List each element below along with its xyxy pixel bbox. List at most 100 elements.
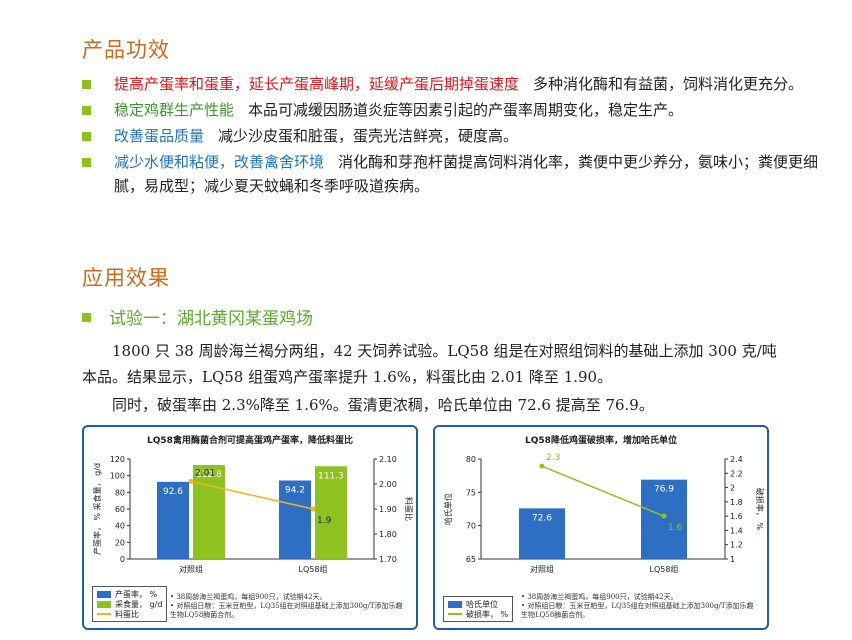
- chart-legend: 哈氏单位 破损率， %: [443, 596, 514, 622]
- trial-paragraph-1: 1800 只 38 周龄海兰褐分两组，42 天饲养试验。LQ58 组是在对照组饲…: [82, 342, 777, 386]
- legend-label: 产蛋率， %: [115, 589, 158, 599]
- legend-line: [448, 613, 462, 615]
- legend-label: 采食量， g/d: [115, 599, 163, 609]
- list-item: 稳定鸡群生产性能 本品可减缓因肠道炎症等因素引起的产蛋率周期变化，稳定生产。: [82, 98, 842, 122]
- chart-breakage-rate-plot: 65 70 75 80 1 1.2 1.4 1.6 1.8 2 2.2 2.4 哈氏单位 破损率， % 对照…: [443, 453, 765, 574]
- bullet-square-icon: [82, 132, 91, 141]
- list-item: 减少水便和粘便，改善禽舍环境 消化酶和芽孢杆菌提高饲料消化率，粪便中更少养分，氨味…: [82, 150, 842, 198]
- y2-axis-label: 料蛋比: [404, 497, 414, 521]
- chart-note: • 38周龄海兰褐蛋鸡，每组900只，试验期42天。: [521, 593, 678, 601]
- series-point: [188, 479, 194, 484]
- y-tick-label: 0: [120, 555, 125, 564]
- data-label: 2.01: [195, 469, 215, 479]
- chart-laying-rate-plot: 0 20 40 60 80 100 120 1.70 1.80 1.90 2.00 2.10 产蛋率， …: [92, 455, 414, 574]
- bullet-square-icon: [82, 106, 91, 115]
- y2-tick-label: 1.2: [730, 541, 743, 550]
- series-point: [310, 506, 316, 512]
- data-label: 76.9: [654, 485, 674, 495]
- chart-title: LQ58禽用酶菌合剂可提高蛋鸡产蛋率，降低料蛋比: [147, 436, 353, 446]
- list-item: 提高产蛋率和蛋重，延长产蛋高峰期，延缓产蛋后期掉蛋速度 多种消化酶和有益菌，饲料消…: [82, 72, 842, 96]
- bullet-highlight: 稳定鸡群生产性能: [114, 101, 235, 119]
- y-tick-label: 65: [466, 555, 476, 564]
- list-item: 改善蛋品质量 减少沙皮蛋和脏蛋，蛋壳光洁鲜亮，硬度高。: [82, 124, 842, 148]
- series-line: [190, 480, 314, 510]
- data-label-bg: [528, 511, 556, 524]
- data-label: 112.8: [196, 470, 222, 480]
- bar-采食量，g/d: [315, 466, 347, 559]
- bullet-square-icon: [82, 80, 91, 89]
- trial-title: 试验一：湖北黄冈某蛋鸡场: [109, 309, 313, 329]
- y-tick-label: 80: [466, 455, 476, 464]
- bullet-text: 减少沙皮蛋和脏蛋，蛋壳光洁鲜亮，硬度高。: [218, 127, 519, 145]
- data-label: 2.3: [546, 453, 560, 463]
- legend-label: 哈氏单位: [466, 599, 498, 609]
- x-tick-label: LQ58组: [299, 564, 328, 574]
- bullet-text: 消化酶和芽孢杆菌提高饲料消化率，粪便中更少养分，氨味小；粪便更细腻，易成型；减少…: [114, 153, 819, 195]
- y-tick-label: 40: [115, 522, 125, 531]
- trial-paragraph-2: 同时，破蛋率由 2.3%降至 1.6%。蛋清更浓稠，哈氏单位由 72.6 提高至…: [112, 396, 654, 414]
- y2-tick-label: 1.70: [379, 555, 397, 564]
- bullet-text: 本品可减缓因肠道炎症等因素引起的产蛋率周期变化，稳定生产。: [248, 101, 684, 119]
- data-label: 94.2: [285, 486, 305, 496]
- series-point: [539, 463, 545, 469]
- y2-tick-label: 2.10: [379, 455, 397, 464]
- trial-heading: 试验一：湖北黄冈某蛋鸡场: [82, 304, 313, 329]
- bar-采食量，g/d: [193, 465, 225, 559]
- y-tick-label: 80: [115, 488, 125, 497]
- y-tick-label: 75: [466, 488, 476, 497]
- bullet-text: 多种消化酶和有益菌，饲料消化更充分。: [533, 75, 804, 93]
- data-label-bg: [281, 483, 309, 496]
- data-label: 72.6: [532, 513, 552, 523]
- bullet-highlight: 减少水便和粘便，改善禽舍环境: [114, 153, 325, 171]
- chart-note: • 对照组日粮：玉米豆粕型，LQ35组在对照组基础上添加300g/T添加乐趣生物…: [521, 602, 754, 619]
- y-tick-label: 20: [115, 538, 125, 547]
- series-line: [541, 465, 665, 517]
- x-tick-label: 对照组: [530, 564, 554, 574]
- data-label-bg: [195, 468, 223, 480]
- bullet-square-icon: [82, 312, 91, 322]
- y2-tick-label: 1.8: [730, 498, 743, 507]
- y2-axis-label: 破损率， %: [755, 488, 765, 531]
- legend-swatch: [97, 600, 111, 608]
- data-label-bg: [650, 482, 678, 495]
- y2-tick-label: 2.00: [379, 480, 397, 489]
- data-label: 1.9: [317, 516, 332, 526]
- y2-tick-label: 1.80: [379, 530, 397, 539]
- chart-legend: 产蛋率， % 采食量， g/d 料蛋比: [92, 586, 168, 622]
- chart-note: • 38周龄海兰褐蛋鸡，每组900只，试验期42天。: [170, 593, 327, 601]
- data-label: 1.6: [668, 523, 683, 533]
- legend-swatch: [97, 590, 111, 598]
- y-tick-label: 60: [115, 505, 125, 514]
- y-axis-label: 哈氏单位: [443, 493, 453, 525]
- y2-tick-label: 1.4: [730, 526, 743, 535]
- chart-laying-rate: LQ58禽用酶菌合剂可提高蛋鸡产蛋率，降低料蛋比 0 20 40 60 80 100 120…: [82, 425, 418, 630]
- y2-tick-label: 1: [730, 555, 735, 564]
- bullet-highlight: 改善蛋品质量: [114, 127, 205, 145]
- chart-title: LQ58降低鸡蛋破损率，增加哈氏单位: [525, 436, 677, 446]
- y-tick-label: 70: [466, 522, 476, 531]
- data-label-bg: [317, 469, 345, 482]
- y2-tick-label: 2: [730, 484, 735, 493]
- data-label-bg: [159, 484, 187, 497]
- y2-tick-label: 2.4: [730, 455, 743, 464]
- x-tick-label: 对照组: [179, 564, 203, 574]
- legend-swatch: [448, 600, 462, 608]
- section-title-effects: 产品功效: [82, 38, 170, 62]
- chart-notes: • 38周龄海兰褐蛋鸡，每组900只，试验期42天。 • 对照组日粮：玉米豆粕型…: [521, 593, 757, 620]
- y-tick-label: 100: [110, 472, 125, 481]
- data-label: 111.3: [318, 471, 344, 481]
- bullet-highlight: 提高产蛋率和蛋重，延长产蛋高峰期，延缓产蛋后期掉蛋速度: [114, 75, 520, 93]
- effects-list: 提高产蛋率和蛋重，延长产蛋高峰期，延缓产蛋后期掉蛋速度 多种消化酶和有益菌，饲料消…: [82, 72, 842, 200]
- x-tick-label: LQ58组: [650, 564, 679, 574]
- y2-tick-label: 2.2: [730, 469, 743, 478]
- legend-label: 破损率， %: [466, 609, 509, 619]
- y-axis-label: 产蛋率， % 采食量， g/d: [92, 463, 102, 555]
- chart-breakage-rate: LQ58降低鸡蛋破损率，增加哈氏单位 65 70 75 80 1 1.2 1.4 1.6 1.8…: [433, 425, 769, 630]
- chart-notes: • 38周龄海兰褐蛋鸡，每组900只，试验期42天。 • 对照组日粮：玉米豆粕型…: [170, 593, 406, 620]
- chart-note: • 对照组日粮：玉米豆粕型，LQ35组在对照组基础上添加300g/T添加乐趣生物…: [170, 602, 403, 619]
- legend-line: [97, 613, 111, 615]
- series-point: [661, 513, 667, 519]
- y2-tick-label: 1.6: [730, 512, 743, 521]
- y-tick-label: 120: [110, 455, 125, 464]
- section-title-application: 应用效果: [82, 266, 170, 290]
